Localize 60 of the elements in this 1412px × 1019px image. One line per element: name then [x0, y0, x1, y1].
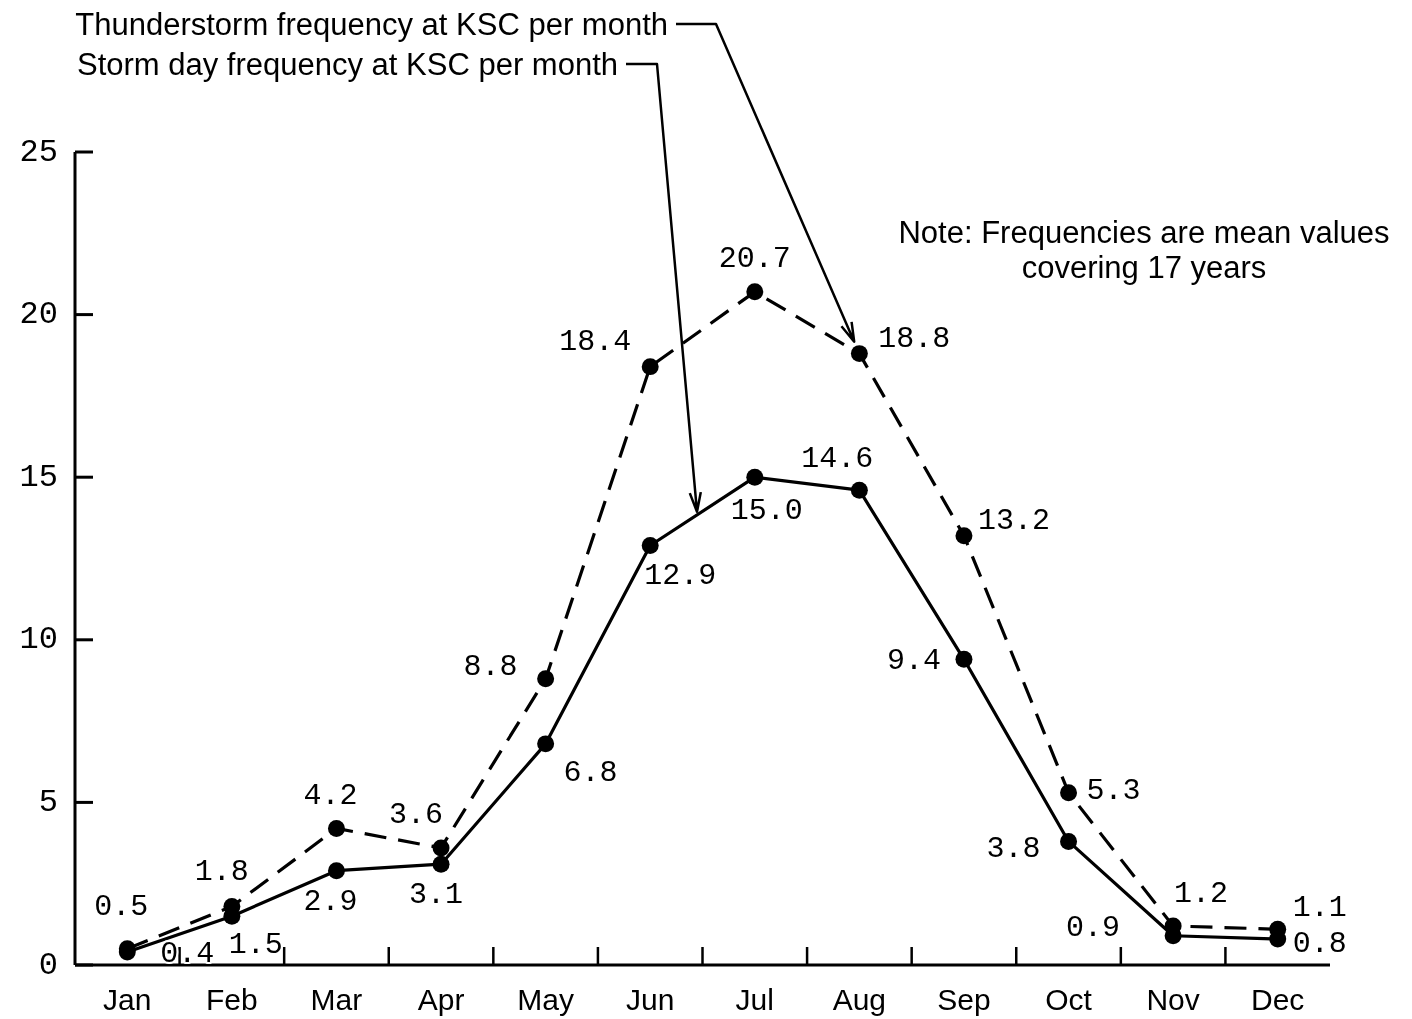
data-label: 1.5	[228, 928, 283, 963]
point	[955, 527, 973, 545]
x-tick-label: Apr	[417, 983, 465, 1016]
point	[537, 735, 555, 753]
y-tick-label: 5	[38, 783, 58, 821]
annotation: Note: Frequencies are mean values covering 17 years	[898, 215, 1390, 285]
data-label: 18.8	[878, 321, 951, 356]
x-tick-label: Mar	[310, 983, 363, 1016]
data-label: 4.2	[303, 779, 358, 814]
x-tick-label: Nov	[1146, 983, 1200, 1016]
data-label: 14.6	[801, 442, 874, 477]
data-label: 3.1	[409, 878, 464, 913]
data-label: 18.4	[559, 324, 632, 359]
data-label: 1.8	[194, 855, 249, 890]
data-label: 20.7	[718, 241, 791, 276]
y-tick-label: 10	[19, 621, 58, 659]
data-label: 1.1	[1292, 891, 1347, 926]
point	[537, 670, 555, 688]
point	[850, 345, 868, 363]
point	[432, 839, 450, 857]
y-tick-label: 25	[19, 133, 58, 171]
point	[327, 819, 345, 837]
data-label: 6.8	[563, 755, 618, 790]
x-tick-label: Feb	[206, 983, 258, 1016]
point	[746, 468, 764, 486]
x-tick-label: Aug	[832, 983, 887, 1016]
data-label: 15.0	[730, 494, 803, 529]
point	[641, 537, 659, 554]
x-tick-label: Oct	[1045, 983, 1093, 1016]
data-label: 5.3	[1086, 773, 1141, 808]
point	[1060, 832, 1078, 850]
data-label: 0.9	[1066, 910, 1121, 945]
data-label: 3.8	[986, 832, 1041, 867]
x-tick-label: Jul	[735, 983, 774, 1016]
y-tick-label: 15	[19, 458, 58, 496]
data-label: 0.8	[1292, 926, 1347, 961]
point	[746, 283, 764, 301]
x-tick-label: May	[517, 983, 574, 1016]
data-label: 9.4	[886, 644, 941, 679]
x-tick-label: Dec	[1251, 983, 1305, 1016]
x-tick-label: Jan	[103, 983, 152, 1016]
data-label: 0.5	[94, 889, 149, 924]
text: Storm day frequency at KSC per month	[76, 47, 618, 82]
data-label: 13.2	[977, 503, 1050, 538]
data-label: 12.9	[644, 559, 717, 594]
y-tick-label: 0	[38, 946, 58, 984]
point	[850, 481, 868, 499]
data-label: 3.6	[389, 797, 444, 832]
point	[641, 358, 659, 376]
point	[1060, 784, 1078, 802]
data-label: 2.9	[303, 884, 358, 919]
x-tick-label: Jun	[626, 983, 675, 1016]
y-tick-label: 20	[19, 296, 58, 334]
x-tick-label: Sep	[937, 983, 991, 1016]
point	[327, 862, 345, 880]
data-label: 8.8	[463, 649, 518, 684]
text: Thunderstorm frequency at KSC per month	[75, 7, 668, 42]
point	[432, 855, 450, 873]
data-label: 1.2	[1174, 876, 1229, 911]
point	[955, 650, 973, 668]
